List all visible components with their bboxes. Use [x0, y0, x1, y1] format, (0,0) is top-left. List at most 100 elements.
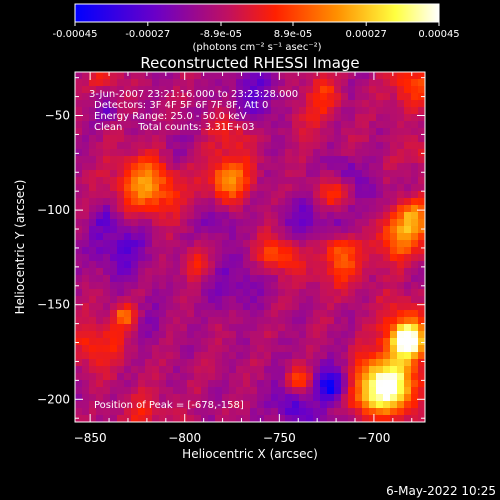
heatmap-cell	[215, 310, 223, 318]
heatmap-cell	[236, 380, 244, 388]
heatmap-cell	[96, 366, 104, 374]
heatmap-cell	[257, 212, 265, 220]
heatmap-cell	[201, 163, 209, 171]
heatmap-cell	[334, 156, 342, 164]
heatmap-cell	[306, 184, 314, 192]
heatmap-cell	[222, 72, 230, 80]
heatmap-cell	[110, 114, 118, 122]
heatmap-cell	[229, 247, 237, 255]
heatmap-cell	[376, 100, 384, 108]
heatmap-cell	[173, 282, 181, 290]
heatmap-cell	[383, 184, 391, 192]
heatmap-cell	[327, 198, 335, 206]
x-axis-label: Heliocentric X (arcsec)	[182, 447, 318, 461]
heatmap-cell	[222, 163, 230, 171]
heatmap-cell	[390, 100, 398, 108]
heatmap-cell	[397, 121, 405, 129]
heatmap-cell	[334, 324, 342, 332]
heatmap-cell	[229, 149, 237, 157]
heatmap-cell	[138, 79, 146, 87]
peak-position-label: Position of Peak = [-678,-158]	[94, 400, 244, 411]
heatmap-cell	[278, 128, 286, 136]
heatmap-cell	[397, 366, 405, 374]
heatmap-cell	[152, 282, 160, 290]
heatmap-cell	[173, 401, 181, 409]
heatmap-cell	[376, 324, 384, 332]
heatmap-cell	[418, 338, 425, 346]
heatmap-cell	[348, 415, 356, 422]
heatmap-cell	[369, 114, 377, 122]
heatmap-cell	[271, 191, 279, 199]
heatmap-cell	[117, 275, 125, 283]
heatmap-cell	[173, 142, 181, 150]
heatmap-cell	[229, 107, 237, 115]
heatmap-cell	[131, 401, 139, 409]
heatmap-cell	[278, 121, 286, 129]
heatmap-cell	[327, 317, 335, 325]
heatmap-cell	[180, 226, 188, 234]
heatmap-cell	[320, 191, 328, 199]
colorbar-tick-label: -0.00045	[53, 29, 98, 40]
heatmap-cell	[397, 198, 405, 206]
heatmap-cell	[124, 247, 132, 255]
heatmap-cell	[166, 135, 174, 143]
heatmap-cell	[278, 72, 286, 80]
heatmap-cell	[110, 205, 118, 213]
heatmap-cell	[131, 408, 139, 416]
heatmap-cell	[327, 373, 335, 381]
heatmap-cell	[229, 303, 237, 311]
heatmap-cell	[166, 93, 174, 101]
heatmap-cell	[124, 205, 132, 213]
heatmap-cell	[306, 324, 314, 332]
heatmap-cell	[110, 408, 118, 416]
heatmap-cell	[404, 275, 412, 283]
heatmap-cell	[320, 212, 328, 220]
heatmap-cell	[313, 254, 321, 262]
heatmap-cell	[166, 163, 174, 171]
heatmap-cell	[208, 205, 216, 213]
heatmap-cell	[299, 317, 307, 325]
heatmap-cell	[285, 163, 293, 171]
heatmap-cell	[131, 373, 139, 381]
heatmap-cell	[117, 324, 125, 332]
heatmap-cell	[348, 282, 356, 290]
heatmap-cell	[404, 100, 412, 108]
heatmap-cell	[124, 366, 132, 374]
heatmap-cell	[285, 289, 293, 297]
heatmap-cell	[117, 359, 125, 367]
heatmap-cell	[180, 72, 188, 80]
heatmap-cell	[145, 373, 153, 381]
heatmap-cell	[75, 317, 83, 325]
heatmap-cell	[82, 114, 90, 122]
heatmap-cell	[320, 79, 328, 87]
heatmap-cell	[236, 359, 244, 367]
heatmap-cell	[306, 282, 314, 290]
heatmap-cell	[257, 156, 265, 164]
heatmap-cell	[110, 100, 118, 108]
heatmap-cell	[208, 149, 216, 157]
heatmap-cell	[187, 79, 195, 87]
heatmap-cell	[117, 387, 125, 395]
heatmap-cell	[341, 359, 349, 367]
heatmap-cell	[215, 324, 223, 332]
heatmap-cell	[397, 191, 405, 199]
heatmap-cell	[334, 184, 342, 192]
heatmap-cell	[173, 359, 181, 367]
heatmap-cell	[404, 177, 412, 185]
heatmap-cell	[271, 359, 279, 367]
heatmap-cell	[89, 121, 97, 129]
heatmap-cell	[299, 240, 307, 248]
heatmap-cell	[306, 212, 314, 220]
heatmap-cell	[320, 408, 328, 416]
heatmap-cell	[383, 289, 391, 297]
heatmap-cell	[194, 177, 202, 185]
heatmap-cell	[166, 233, 174, 241]
heatmap-cell	[390, 177, 398, 185]
heatmap-cell	[278, 268, 286, 276]
heatmap-cell	[404, 401, 412, 409]
heatmap-cell	[110, 331, 118, 339]
heatmap-cell	[334, 177, 342, 185]
heatmap-cell	[411, 93, 419, 101]
heatmap-cell	[222, 114, 230, 122]
heatmap-cell	[355, 275, 363, 283]
